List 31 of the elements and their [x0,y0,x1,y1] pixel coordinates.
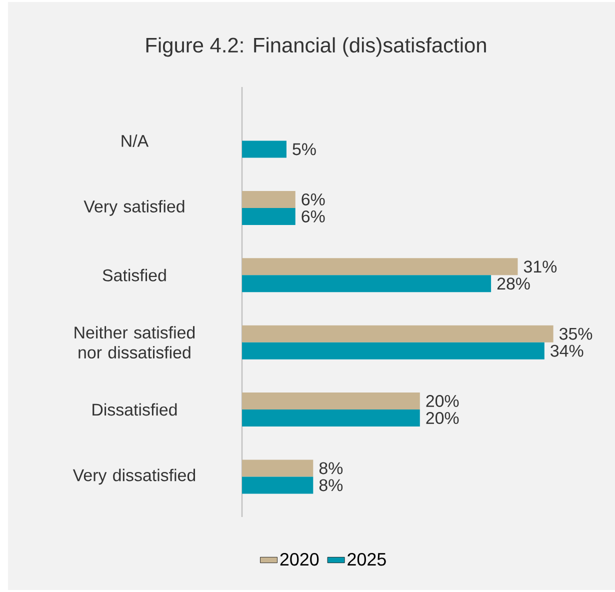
data-label: 6% [302,210,325,222]
legend-label: 2020 [280,552,319,566]
data-label: 20% [426,395,459,408]
data-label: 31% [524,260,557,273]
bar [242,190,296,208]
data-label: 8% [319,462,343,474]
bar [242,140,286,158]
y-tick-label: Very satisfied [84,200,184,216]
y-tick-label: Neither satisfied nor dissatisfied [74,326,195,359]
y-tick-label: Very dissatisfied [72,468,196,485]
legend-label: 2025 [348,552,386,566]
y-tick-label: N/A [122,134,149,147]
chart-title: Figure 4.2: Financial (dis)satisfaction [146,37,486,57]
bar [242,208,296,225]
bar [242,325,554,342]
bar [242,392,420,410]
data-label: 8% [319,479,343,492]
y-tick-label: Satisfied [102,268,166,282]
bar [242,342,544,360]
data-label: 20% [426,412,459,424]
data-label: 5% [292,143,316,156]
bar [242,476,314,494]
data-label: 34% [550,344,584,357]
bar [242,460,314,477]
data-label: 6% [302,193,325,206]
data-label: 35% [559,328,592,340]
data-label: 28% [497,278,530,290]
bar [242,275,492,292]
bar [242,258,518,276]
bar [242,410,420,427]
y-tick-label: Dissatisfied [92,403,177,416]
